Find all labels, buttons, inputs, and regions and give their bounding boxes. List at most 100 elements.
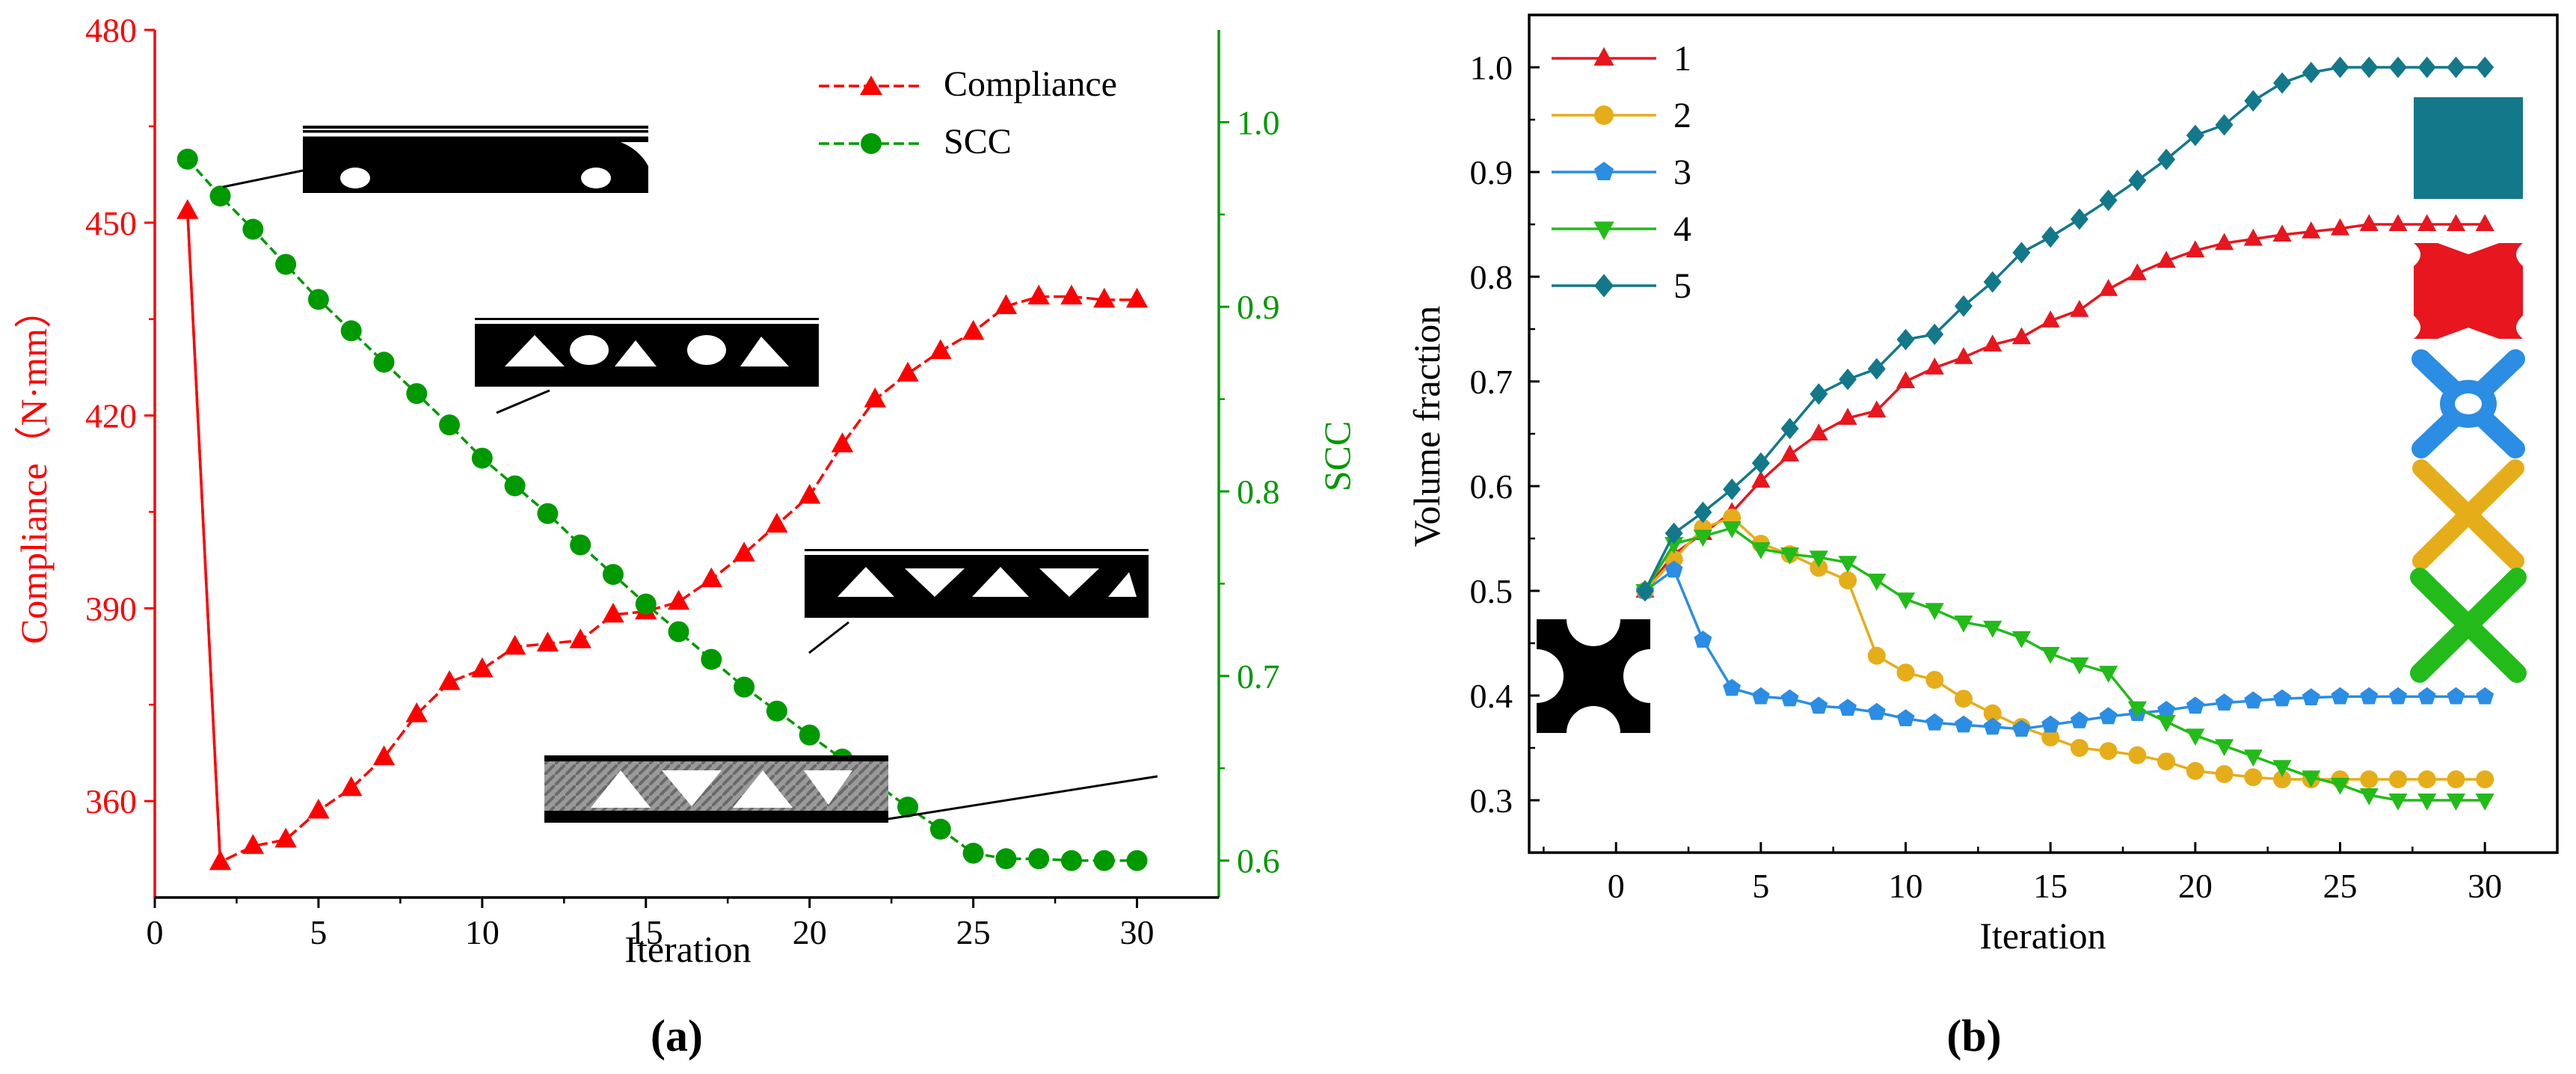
legend-marker-4	[1593, 221, 1614, 240]
series-line-3	[1644, 568, 2486, 731]
data-point-series-3	[1780, 689, 1799, 707]
unit-cell-image-initial	[1510, 592, 1677, 760]
data-point-series-5	[2388, 56, 2407, 79]
data-point-series-3	[2244, 691, 2263, 709]
data-point-series-5	[2157, 148, 2176, 171]
data-point-series-5	[1751, 452, 1770, 474]
leader-line-iter10	[496, 389, 550, 414]
data-point-series-2	[2476, 770, 2494, 788]
panel-b-x-tick-label: 0	[1608, 867, 1625, 905]
data-point-compliance	[471, 657, 494, 678]
data-point-scc	[537, 503, 559, 524]
data-point-series-5	[1839, 368, 1857, 390]
data-point-series-5	[1867, 358, 1886, 380]
panel-b-y-tick-label: 0.7	[1470, 363, 1513, 401]
data-point-series-1	[2214, 233, 2234, 251]
data-point-series-4	[1896, 592, 1916, 610]
series-line-compliance-first-segment	[186, 211, 222, 862]
data-point-series-5	[1925, 323, 1944, 346]
data-point-series-4	[1983, 621, 2002, 638]
legend-marker-5	[1594, 274, 1614, 298]
panel-b: 1 2 3 4 5 0 5 10 15 20 25 30 0.3 0.4 0.5 0.6 0.7 0.8 0.9 1…	[1406, 13, 2559, 1061]
panel-a-x-tick-label: 15	[629, 913, 663, 951]
topology-image-iter30	[544, 755, 888, 823]
data-point-series-3	[1839, 699, 1857, 716]
data-point-series-4	[2330, 778, 2350, 795]
data-point-series-1	[2417, 214, 2437, 231]
topology-image-iter1	[303, 126, 648, 193]
data-point-scc	[570, 534, 591, 556]
data-point-series-1	[2475, 214, 2494, 231]
data-point-series-5	[1694, 501, 1712, 524]
data-point-series-1	[2330, 218, 2350, 236]
data-point-compliance	[602, 602, 624, 623]
panel-b-y-tick-label: 0.3	[1470, 782, 1513, 820]
data-point-series-1	[2359, 214, 2379, 231]
data-point-series-2	[2244, 768, 2263, 787]
data-point-series-3	[1810, 696, 1828, 714]
legend-scc-marker	[861, 133, 882, 154]
data-point-scc	[1126, 850, 1148, 871]
data-point-series-1	[2446, 214, 2466, 231]
series-line-5	[1644, 66, 2486, 592]
data-point-series-5	[2186, 124, 2204, 147]
legend-compliance-label: Compliance	[944, 64, 1117, 104]
data-point-series-5	[2447, 56, 2465, 79]
data-point-series-1	[2243, 228, 2263, 246]
data-point-series-3	[1664, 560, 1683, 578]
panel-a-label: (a)	[651, 1011, 703, 1061]
data-point-series-4	[2157, 715, 2176, 732]
legend-marker-1	[1593, 47, 1614, 66]
data-point-series-4	[2475, 794, 2494, 811]
panel-a-y-right-tick-label: 0.7	[1237, 657, 1280, 696]
data-point-series-2	[1925, 671, 1944, 689]
panel-b-x-tick-label: 20	[2178, 867, 2213, 905]
series-line-1	[1644, 223, 2486, 592]
panel-a-y-right-tick-label: 0.9	[1237, 288, 1280, 326]
data-point-scc	[275, 254, 297, 275]
data-point-series-5	[2476, 56, 2494, 79]
data-point-series-5	[1954, 295, 1973, 317]
data-point-compliance	[405, 702, 428, 722]
data-point-series-1	[2011, 327, 2032, 345]
panel-a-y-right-tick-label: 0.8	[1237, 473, 1280, 511]
data-point-compliance	[667, 589, 690, 610]
data-point-series-3	[1983, 717, 2002, 735]
data-point-series-2	[2360, 770, 2379, 788]
data-point-scc	[307, 289, 329, 310]
data-point-compliance	[438, 670, 461, 690]
data-point-compliance	[733, 541, 755, 562]
data-point-series-2	[2388, 770, 2407, 788]
data-point-series-4	[1780, 547, 1800, 565]
data-point-series-4	[2359, 788, 2379, 806]
data-point-series-4	[2070, 657, 2089, 675]
series-line-2	[1644, 515, 2486, 781]
data-point-scc	[799, 724, 820, 746]
panel-b-series	[1635, 56, 2494, 811]
data-point-scc	[897, 797, 919, 818]
data-point-compliance	[864, 387, 886, 408]
data-point-series-4	[1693, 530, 1712, 547]
data-point-series-3	[2302, 688, 2320, 705]
data-point-compliance	[1125, 287, 1149, 308]
data-point-compliance	[995, 294, 1018, 314]
data-point-series-5	[2099, 189, 2118, 212]
data-point-series-5	[2041, 226, 2060, 248]
data-point-series-4	[2041, 647, 2060, 664]
panel-a-y-right-tick-label: 1.0	[1237, 103, 1280, 141]
data-point-series-3	[2360, 687, 2379, 705]
data-point-series-5	[2244, 90, 2263, 112]
panel-b-x-tick-label: 30	[2468, 867, 2502, 905]
data-point-series-3	[2186, 696, 2204, 714]
data-point-scc	[209, 185, 231, 207]
data-point-series-4	[2417, 794, 2437, 811]
data-point-scc	[471, 447, 493, 469]
data-point-series-4	[1954, 616, 1973, 633]
panel-b-axes: 0 5 10 15 20 25 300.30.40.50.60.70.80.91.0	[1470, 13, 2559, 905]
data-point-series-1	[2272, 224, 2292, 242]
data-point-series-5	[2331, 56, 2349, 79]
data-point-compliance	[1060, 284, 1083, 305]
data-point-series-4	[2243, 749, 2263, 767]
panel-a-y-left-tick-label: 360	[85, 782, 137, 820]
data-point-series-4	[2127, 701, 2147, 719]
